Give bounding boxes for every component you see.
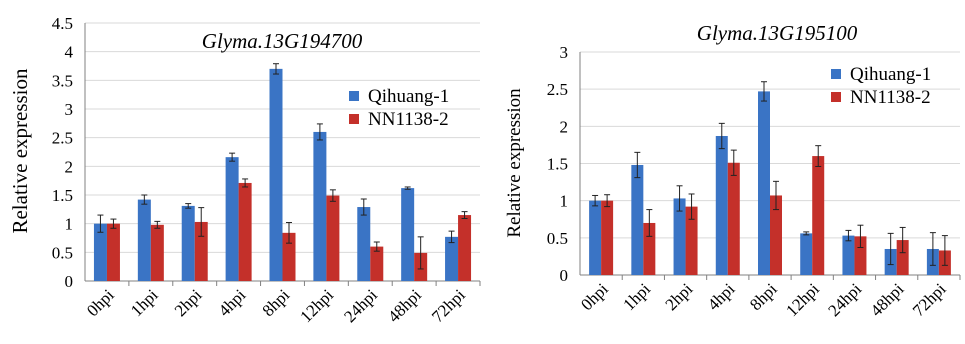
bar-qihuang-1-12hpi <box>313 131 327 281</box>
x-tick-label: 48hpi <box>384 285 425 326</box>
y-tick-label: 2 <box>65 157 74 176</box>
legend-label-nn1138-2: NN1138-2 <box>368 109 449 130</box>
y-axis-label: Relative expression <box>504 88 525 238</box>
chart-title: Glyma.13G195100 <box>697 21 858 45</box>
y-tick-label: 1.5 <box>52 186 73 205</box>
bar-nn1138-2-8hpi <box>282 232 296 281</box>
bar-qihuang-1-24hpi <box>842 235 855 275</box>
bar-qihuang-1-8hpi <box>758 91 770 275</box>
bar-qihuang-1-24hpi <box>357 207 371 281</box>
y-tick-label: 3 <box>560 43 569 62</box>
x-tick-label: 72hpi <box>428 285 469 326</box>
legend-label-qihuang-1: Qihuang-1 <box>368 86 449 107</box>
bar-nn1138-2-24hpi <box>370 246 384 281</box>
x-tick-label: 12hpi <box>296 285 337 326</box>
x-tick-label: 8hpi <box>746 279 781 314</box>
bar-qihuang-1-48hpi <box>401 188 415 281</box>
bar-qihuang-1-1hpi <box>137 199 151 281</box>
bar-qihuang-1-72hpi <box>445 236 459 281</box>
y-tick-label: 2.5 <box>52 129 73 148</box>
bar-nn1138-2-12hpi <box>326 195 340 281</box>
y-tick-label: 2.5 <box>547 80 568 99</box>
bar-qihuang-1-0hpi <box>589 200 602 275</box>
legend-swatch-nn1138-2 <box>349 114 359 124</box>
bar-qihuang-1-4hpi <box>225 157 239 281</box>
bar-nn1138-2-1hpi <box>150 224 164 281</box>
y-tick-label: 1.5 <box>547 155 568 174</box>
bar-nn1138-2-0hpi <box>106 223 120 281</box>
x-tick-label: 24hpi <box>340 285 381 326</box>
x-tick-label: 4hpi <box>215 285 250 320</box>
bar-qihuang-1-1hpi <box>631 164 644 275</box>
y-axis-label: Relative expression <box>8 68 32 234</box>
bar-nn1138-2-72hpi <box>458 215 472 281</box>
chart-glyma-13g195100: Glyma.13G195100 Relative expression Qihu… <box>504 21 961 320</box>
legend-swatch-qihuang-1 <box>831 69 841 79</box>
bar-qihuang-1-2hpi <box>181 205 195 281</box>
x-tick-label: 2hpi <box>171 285 206 320</box>
x-tick-label: 4hpi <box>704 279 739 314</box>
bar-qihuang-1-12hpi <box>800 233 813 275</box>
bar-qihuang-1-2hpi <box>673 198 686 275</box>
bar-nn1138-2-2hpi <box>194 221 208 281</box>
y-tick-label: 4 <box>65 43 74 62</box>
bar-nn1138-2-4hpi <box>727 162 740 275</box>
x-tick-label: 1hpi <box>619 279 654 314</box>
legend-swatch-nn1138-2 <box>831 92 841 102</box>
x-tick-label: 48hpi <box>867 279 908 320</box>
y-tick-label: 0.5 <box>52 243 73 262</box>
y-tick-label: 0 <box>65 272 74 291</box>
y-tick-label: 1 <box>65 215 74 234</box>
bar-qihuang-1-8hpi <box>269 68 283 281</box>
y-tick-label: 2 <box>560 117 569 136</box>
bar-nn1138-2-0hpi <box>601 200 614 275</box>
x-tick-label: 1hpi <box>127 285 162 320</box>
chart-title: Glyma.13G194700 <box>202 29 363 53</box>
chart-glyma-13g194700: Glyma.13G194700 Relative expression Qihu… <box>8 14 481 326</box>
x-tick-label: 2hpi <box>662 279 697 314</box>
bar-nn1138-2-8hpi <box>770 195 782 275</box>
y-tick-label: 4.5 <box>52 14 73 33</box>
x-tick-label: 24hpi <box>824 279 865 320</box>
bar-nn1138-2-24hpi <box>854 236 867 275</box>
bar-nn1138-2-12hpi <box>812 156 825 275</box>
legend-label-nn1138-2: NN1138-2 <box>850 87 931 108</box>
bar-qihuang-1-4hpi <box>715 135 728 275</box>
y-tick-label: 0 <box>560 266 569 285</box>
legend: Qihuang-1 NN1138-2 <box>349 86 449 130</box>
bar-nn1138-2-2hpi <box>685 206 698 275</box>
x-tick-label: 72hpi <box>909 279 950 320</box>
x-tick-label: 8hpi <box>259 285 294 320</box>
x-tick-label: 0hpi <box>577 279 612 314</box>
y-tick-label: 3 <box>65 100 74 119</box>
x-tick-label: 0hpi <box>83 285 118 320</box>
legend-label-qihuang-1: Qihuang-1 <box>850 64 931 85</box>
bar-qihuang-1-0hpi <box>93 223 107 281</box>
y-tick-label: 1 <box>560 192 569 211</box>
y-tick-label: 3.5 <box>52 71 73 90</box>
bar-nn1138-2-4hpi <box>238 182 252 281</box>
y-tick-label: 0.5 <box>547 229 568 248</box>
legend: Qihuang-1 NN1138-2 <box>831 64 931 108</box>
legend-swatch-qihuang-1 <box>349 91 359 101</box>
x-tick-label: 12hpi <box>782 279 823 320</box>
bar-nn1138-2-48hpi <box>896 240 909 275</box>
